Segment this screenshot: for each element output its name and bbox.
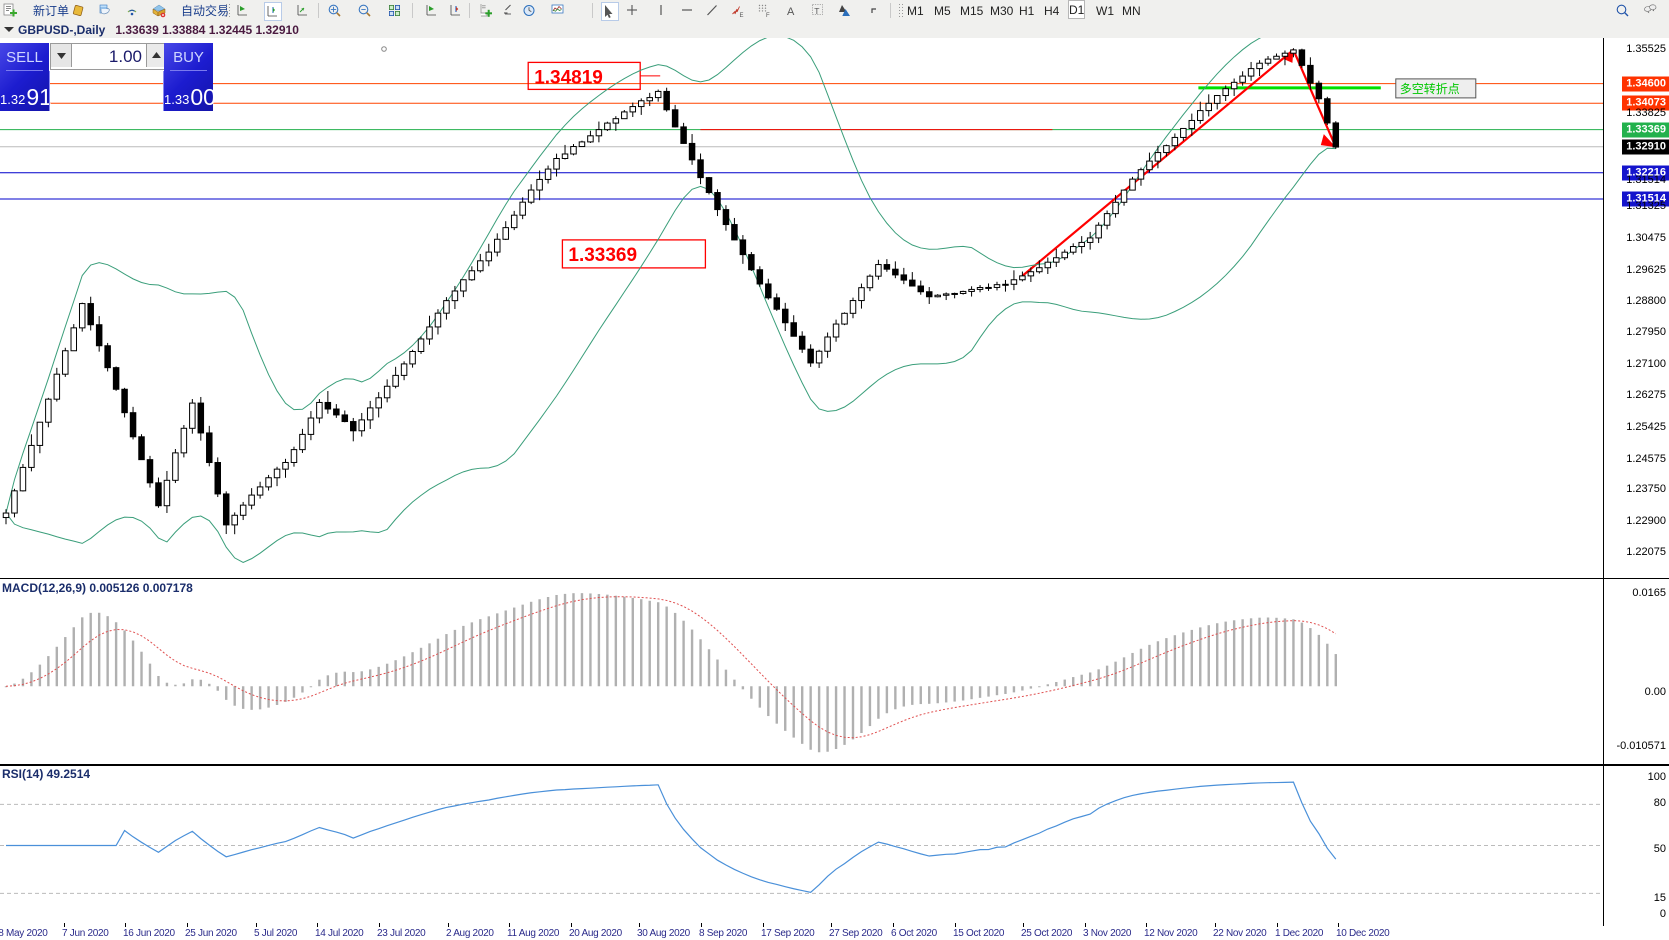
- svg-text:A: A: [787, 6, 795, 18]
- svg-text:T: T: [814, 6, 819, 16]
- svg-text:E: E: [740, 13, 744, 19]
- svg-text:F: F: [766, 13, 770, 19]
